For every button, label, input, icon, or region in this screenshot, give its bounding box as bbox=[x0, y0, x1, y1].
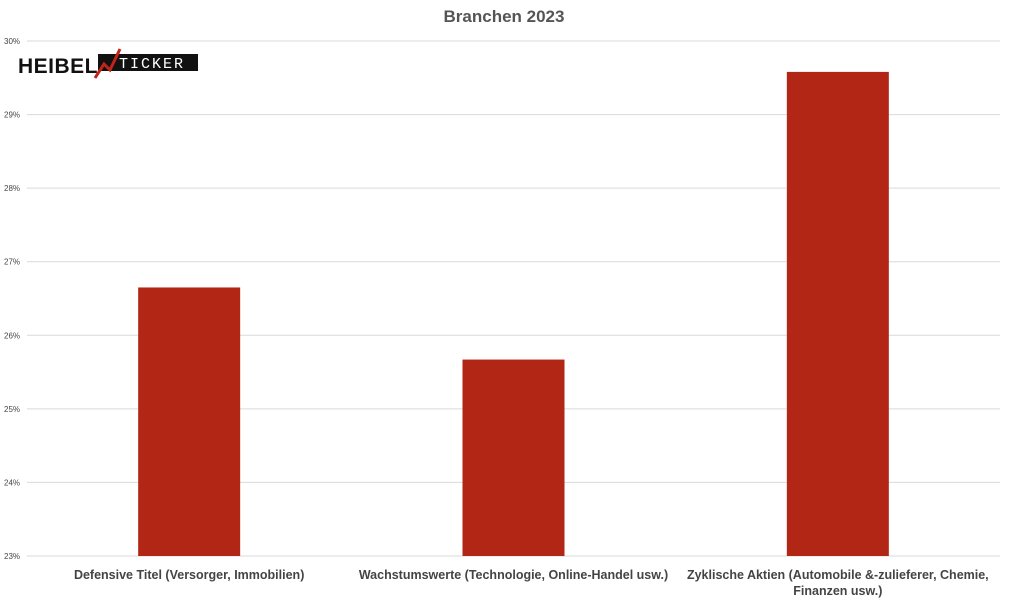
heibel-ticker-logo: HEIBEL TICKER bbox=[18, 48, 198, 79]
x-category-label: Zyklische Aktien (Automobile &-zuliefere… bbox=[687, 568, 989, 582]
bar bbox=[786, 71, 889, 557]
x-axis-labels: Defensive Titel (Versorger, Immobilien) W… bbox=[74, 568, 989, 598]
x-category-label: Finanzen usw.) bbox=[793, 584, 882, 598]
x-category-label: Wachstumswerte (Technologie, Online-Hand… bbox=[359, 568, 668, 582]
x-category-label: Defensive Titel (Versorger, Immobilien) bbox=[74, 568, 304, 582]
bars bbox=[138, 71, 889, 557]
y-tick-label: 23% bbox=[4, 552, 20, 561]
y-tick-label: 30% bbox=[4, 37, 20, 46]
logo-heibel-text: HEIBEL bbox=[18, 55, 98, 78]
y-tick-label: 29% bbox=[4, 111, 20, 120]
y-tick-label: 24% bbox=[4, 478, 20, 487]
logo-ticker-text: TICKER bbox=[119, 56, 185, 73]
bar bbox=[462, 359, 565, 556]
y-tick-label: 28% bbox=[4, 184, 20, 193]
y-tick-label: 27% bbox=[4, 258, 20, 267]
y-tick-label: 25% bbox=[4, 405, 20, 414]
y-axis-ticks: 23% 24% 25% 26% 27% 28% 29% 30% bbox=[4, 37, 20, 561]
bar bbox=[138, 287, 241, 556]
logo-zigzag-icon bbox=[93, 48, 122, 79]
logo-ticker-background bbox=[98, 54, 198, 71]
chart-title: Branchen 2023 bbox=[444, 7, 565, 26]
y-tick-label: 26% bbox=[4, 331, 20, 340]
